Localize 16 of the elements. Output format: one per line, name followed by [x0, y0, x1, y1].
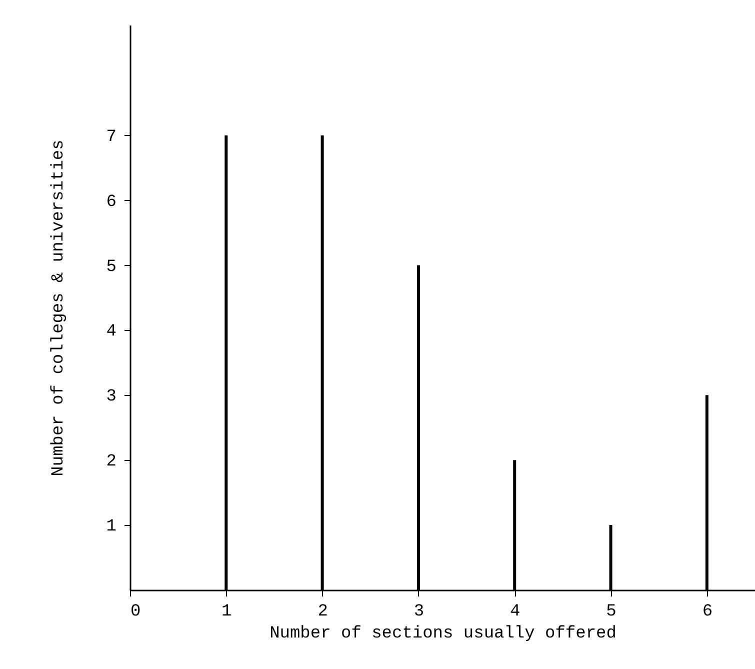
x-tick-label: 3: [414, 602, 424, 622]
x-tick-label: 6: [702, 602, 713, 622]
y-tick-label: 6: [106, 192, 116, 212]
x-tick-label: 4: [510, 602, 520, 622]
y-axis-title: Number of colleges & universities: [49, 140, 68, 476]
x-tick-label: 5: [606, 602, 616, 622]
y-tick-label: 5: [106, 258, 116, 277]
x-tick-label: 0: [130, 602, 141, 622]
y-tick-label: 1: [106, 518, 116, 537]
y-tick-label: 7: [106, 128, 116, 147]
x-tick-label: 1: [222, 602, 232, 622]
y-tick-label: 3: [106, 388, 116, 407]
x-axis-title: Number of sections usually offered: [270, 624, 616, 644]
x-tick-label: 2: [318, 602, 328, 622]
y-tick-label: 4: [106, 322, 116, 342]
y-tick-label: 2: [106, 452, 116, 472]
